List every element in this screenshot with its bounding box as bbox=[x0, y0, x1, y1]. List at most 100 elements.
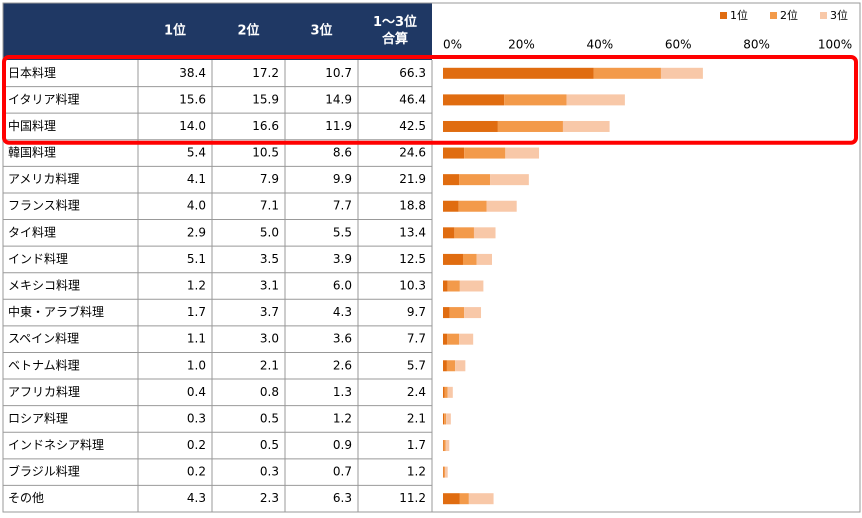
row-label: 韓国料理 bbox=[8, 146, 56, 160]
cell-value: 2.6 bbox=[333, 358, 352, 372]
column-header: 合算 bbox=[382, 31, 408, 47]
legend-label: 3位 bbox=[830, 8, 848, 22]
cell-value: 3.9 bbox=[333, 252, 352, 266]
bar bbox=[566, 94, 625, 106]
cell-value: 6.3 bbox=[333, 491, 352, 505]
cell-value: 38.4 bbox=[179, 66, 206, 80]
bar bbox=[443, 386, 445, 398]
bar bbox=[473, 227, 496, 239]
cell-value: 4.1 bbox=[187, 172, 206, 186]
column-header: 1位 bbox=[164, 23, 186, 39]
cell-total: 7.7 bbox=[407, 332, 426, 346]
bar bbox=[593, 67, 661, 79]
cell-value: 5.0 bbox=[260, 225, 279, 239]
bar bbox=[444, 386, 448, 398]
cell-total: 2.4 bbox=[407, 385, 426, 399]
column-header: 1～3位 bbox=[373, 14, 417, 30]
legend-swatch bbox=[820, 12, 827, 19]
cell-value: 2.1 bbox=[260, 358, 279, 372]
highlight-box bbox=[2, 55, 858, 145]
x-tick-label: 80% bbox=[743, 38, 770, 52]
bar bbox=[505, 147, 540, 159]
bar bbox=[443, 440, 444, 452]
bar bbox=[443, 307, 450, 319]
row-label: アフリカ料理 bbox=[8, 385, 80, 399]
legend-label: 2位 bbox=[780, 8, 798, 22]
legend-swatch bbox=[770, 12, 777, 19]
bar bbox=[458, 200, 487, 212]
row-label: ブラジル料理 bbox=[8, 464, 80, 479]
bar bbox=[455, 360, 466, 372]
cell-value: 0.3 bbox=[260, 465, 279, 479]
cell-total: 1.2 bbox=[407, 465, 426, 479]
bar bbox=[444, 466, 448, 478]
column-header: 2位 bbox=[237, 23, 259, 39]
cell-value: 3.7 bbox=[260, 305, 279, 319]
row-label: ロシア料理 bbox=[8, 411, 68, 425]
bar bbox=[443, 120, 498, 132]
bar bbox=[447, 386, 453, 398]
row-label: その他 bbox=[8, 491, 44, 505]
bar bbox=[446, 360, 456, 372]
bar bbox=[447, 333, 460, 345]
cell-value: 11.9 bbox=[325, 119, 352, 133]
bar bbox=[468, 493, 494, 505]
cell-total: 5.7 bbox=[407, 358, 426, 372]
cell-total: 10.3 bbox=[399, 279, 426, 293]
bar bbox=[443, 413, 445, 425]
bar bbox=[443, 200, 459, 212]
bar bbox=[443, 174, 460, 186]
cell-value: 0.5 bbox=[260, 438, 279, 452]
bar bbox=[445, 440, 450, 452]
bar bbox=[443, 280, 448, 292]
row-label: メキシコ料理 bbox=[8, 279, 80, 293]
bar bbox=[454, 227, 474, 239]
cell-total: 11.2 bbox=[399, 491, 426, 505]
x-tick-label: 60% bbox=[665, 38, 692, 52]
bar bbox=[497, 120, 563, 132]
cell-value: 14.9 bbox=[325, 92, 352, 106]
bar bbox=[464, 147, 506, 159]
bar bbox=[459, 174, 491, 186]
cell-value: 1.3 bbox=[333, 385, 352, 399]
bar bbox=[443, 147, 465, 159]
cell-total: 24.6 bbox=[399, 146, 426, 160]
cell-value: 0.5 bbox=[260, 411, 279, 425]
bar bbox=[464, 307, 482, 319]
cell-value: 15.9 bbox=[252, 92, 279, 106]
row-label: インドネシア料理 bbox=[8, 438, 104, 452]
cell-total: 1.7 bbox=[407, 438, 426, 452]
column-header: 3位 bbox=[310, 23, 332, 39]
cell-value: 2.3 bbox=[260, 491, 279, 505]
bar bbox=[660, 67, 703, 79]
cell-value: 4.3 bbox=[333, 305, 352, 319]
bar bbox=[443, 440, 446, 452]
bar bbox=[443, 67, 594, 79]
x-tick-label: 100% bbox=[818, 38, 852, 52]
legend-label: 1位 bbox=[730, 8, 748, 22]
cell-value: 3.0 bbox=[260, 332, 279, 346]
cell-value: 3.6 bbox=[333, 332, 352, 346]
cell-value: 0.2 bbox=[187, 465, 206, 479]
cell-value: 0.4 bbox=[187, 385, 206, 399]
cell-total: 2.1 bbox=[407, 411, 426, 425]
cell-total: 12.5 bbox=[399, 252, 426, 266]
cell-value: 5.4 bbox=[187, 146, 206, 160]
cell-total: 66.3 bbox=[399, 66, 426, 80]
cell-value: 1.2 bbox=[187, 279, 206, 293]
cell-value: 1.0 bbox=[187, 358, 206, 372]
row-label: 日本料理 bbox=[8, 66, 56, 80]
cell-total: 21.9 bbox=[399, 172, 426, 186]
bar bbox=[443, 333, 448, 345]
row-label: インド料理 bbox=[8, 252, 68, 266]
bar bbox=[462, 253, 477, 265]
cell-value: 0.3 bbox=[187, 411, 206, 425]
cell-value: 1.7 bbox=[187, 305, 206, 319]
cell-value: 9.9 bbox=[333, 172, 352, 186]
row-label: ベトナム料理 bbox=[8, 358, 80, 372]
bar bbox=[459, 333, 474, 345]
row-label: フランス料理 bbox=[8, 199, 80, 213]
bar bbox=[459, 493, 469, 505]
cell-value: 3.1 bbox=[260, 279, 279, 293]
cell-value: 5.5 bbox=[333, 225, 352, 239]
